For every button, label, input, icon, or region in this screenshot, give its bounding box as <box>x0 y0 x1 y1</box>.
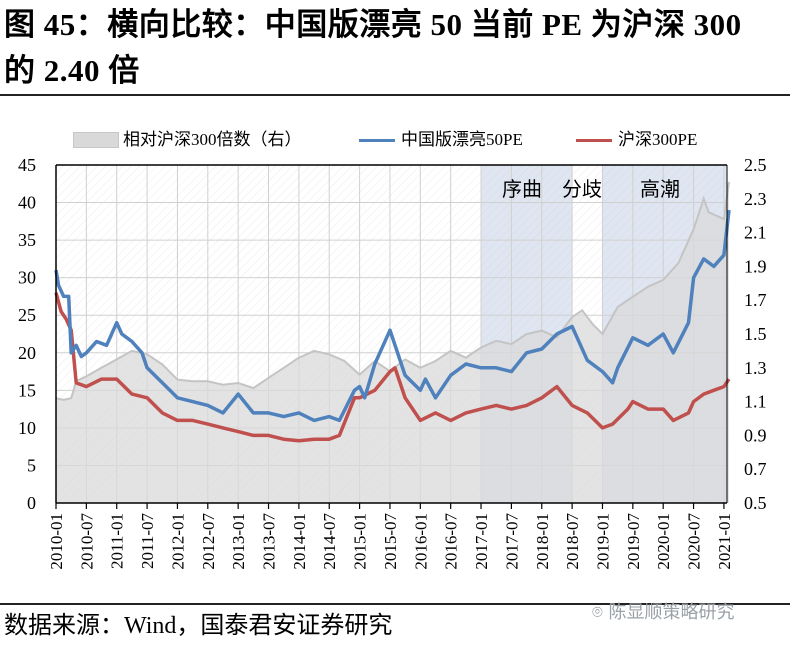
ratio-area <box>56 181 729 503</box>
legend-item-ratio: 相对沪深300倍数（右） <box>73 129 302 151</box>
x-tick-label: 2011-07 <box>138 513 157 570</box>
watermark: ⌾ 陈显顺策略研究 <box>592 598 735 624</box>
watermark-text: 陈显顺策略研究 <box>608 602 735 623</box>
pretty50-pe-line <box>54 209 731 423</box>
y-right-tick-label: 1.7 <box>744 290 767 310</box>
y-left-tick-label: 10 <box>18 418 36 438</box>
y-right-tick-label: 1.1 <box>744 392 767 412</box>
chart-canvas: 0 5 10 15 20 25 30 35 40 45 0.5 0.7 0.9 1.1 1.3 1.5 1.7… <box>18 155 767 570</box>
x-tick-label: 2015-01 <box>351 513 370 570</box>
wechat-icon: ⌾ <box>592 602 609 623</box>
pe-line-series <box>54 209 731 443</box>
x-tick-label: 2014-07 <box>320 513 339 570</box>
x-tick-label: 2012-07 <box>199 513 218 570</box>
legend-label-hs300: 沪深300PE <box>618 130 698 149</box>
y-left-tick-label: 30 <box>18 268 36 288</box>
y-left-tick-label: 35 <box>18 230 36 250</box>
x-tick-label: 2018-01 <box>533 513 552 570</box>
y-right-tick-label: 1.5 <box>744 324 767 344</box>
hs300-pe-line <box>54 292 731 443</box>
legend-swatch-blue-line <box>359 138 395 142</box>
source-divider <box>0 603 790 605</box>
x-tick-label: 2015-07 <box>381 513 400 570</box>
y-left-tick-label: 0 <box>27 493 36 513</box>
period-annotation: 分歧 <box>562 178 602 201</box>
legend-swatch-red-line <box>576 138 612 142</box>
x-tick-label: 2019-01 <box>593 513 612 570</box>
y-left-tick-label: 25 <box>18 305 36 325</box>
y-left-tick-label: 5 <box>27 455 36 475</box>
x-axis-ticks: 2010-01 2010-07 2011-01 2011-07 2012-01 2012-… <box>47 503 734 570</box>
y-right-tick-label: 0.5 <box>744 493 767 513</box>
legend-label-ratio: 相对沪深300倍数（右） <box>123 130 302 149</box>
legend-label-pretty50: 中国版漂亮50PE <box>401 130 523 149</box>
period-annotations: 序曲 分歧 高潮 <box>502 178 680 201</box>
title-divider <box>0 94 790 96</box>
axes <box>55 164 728 504</box>
x-tick-label: 2013-07 <box>260 513 279 570</box>
period-annotation: 序曲 <box>502 178 542 201</box>
y-axis-left-ticks: 0 5 10 15 20 25 30 35 40 45 <box>18 155 36 513</box>
y-right-tick-label: 0.9 <box>744 425 767 445</box>
x-tick-label: 2011-01 <box>108 513 127 569</box>
y-right-tick-label: 2.5 <box>744 155 767 175</box>
y-left-tick-label: 15 <box>18 380 36 400</box>
x-tick-label: 2013-01 <box>229 513 248 570</box>
figure-title-line2: 的 2.40 倍 <box>4 53 140 88</box>
x-tick-label: 2012-01 <box>168 513 187 570</box>
x-tick-label: 2017-01 <box>472 513 491 570</box>
y-right-tick-label: 1.9 <box>744 256 767 276</box>
x-tick-label: 2016-01 <box>411 513 430 570</box>
y-right-tick-label: 0.7 <box>744 459 767 479</box>
legend-item-pretty50: 中国版漂亮50PE <box>359 129 523 151</box>
y-left-tick-label: 20 <box>18 343 36 363</box>
x-tick-label: 2010-01 <box>47 513 66 570</box>
x-tick-label: 2016-07 <box>442 513 461 570</box>
y-left-tick-label: 45 <box>18 155 36 175</box>
y-axis-right-ticks: 0.5 0.7 0.9 1.1 1.3 1.5 1.7 1.9 2.1 2.3 2.5 <box>744 155 767 513</box>
x-tick-label: 2017-07 <box>502 513 521 570</box>
y-right-tick-label: 1.3 <box>744 358 767 378</box>
x-tick-label: 2021-01 <box>715 513 734 570</box>
period-annotation: 高潮 <box>640 178 680 201</box>
figure-title: 图 45：横向比较：中国版漂亮 50 当前 PE 为沪深 300 的 2.40 … <box>4 2 788 94</box>
legend-swatch-area <box>73 132 119 148</box>
source-note: 数据来源：Wind，国泰君安证券研究 <box>4 613 393 639</box>
x-tick-label: 2010-07 <box>77 513 96 570</box>
x-tick-label: 2020-07 <box>685 513 704 570</box>
x-tick-label: 2014-01 <box>290 513 309 570</box>
x-tick-label: 2020-01 <box>654 513 673 570</box>
x-tick-label: 2018-07 <box>563 513 582 570</box>
legend-item-hs300: 沪深300PE <box>576 129 697 151</box>
y-right-tick-label: 2.3 <box>744 189 767 209</box>
x-tick-label: 2019-07 <box>624 513 643 570</box>
figure-title-line1: 图 45：横向比较：中国版漂亮 50 当前 PE 为沪深 300 <box>4 7 742 42</box>
y-right-tick-label: 2.1 <box>744 223 767 243</box>
y-left-tick-label: 40 <box>18 193 36 213</box>
